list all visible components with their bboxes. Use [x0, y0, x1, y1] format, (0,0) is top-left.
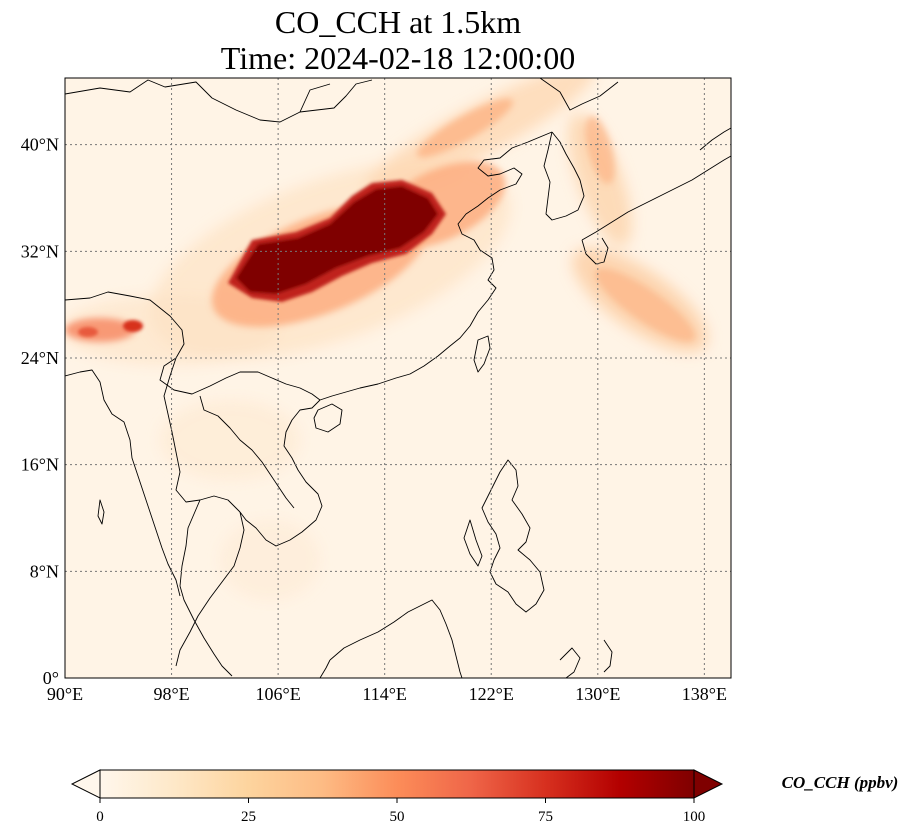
coastlines-borders	[65, 78, 731, 678]
colorbar: 0 25 50 75 100 CO_CCH (ppbv)	[70, 769, 899, 825]
longitude-tick-labels: 90°E 98°E 106°E 114°E 122°E 130°E 138°E	[47, 684, 727, 704]
map-frame	[64, 77, 732, 679]
lat-tick-label: 24°N	[21, 348, 59, 368]
lon-tick-label: 122°E	[469, 684, 514, 704]
colorbar-tick-label: 0	[96, 809, 104, 825]
colorbar-extend-low	[70, 769, 101, 799]
colorbar-ticks: 0 25 50 75 100	[96, 798, 705, 825]
colorbar-tick-label: 50	[390, 809, 405, 825]
colorbar-gradient	[99, 769, 695, 799]
map-title: CO_CCH at 1.5km	[274, 4, 522, 40]
lon-tick-label: 130°E	[575, 684, 620, 704]
colorbar-extend-high	[693, 769, 724, 799]
lat-tick-label: 16°N	[21, 455, 59, 475]
colorbar-tick-label: 25	[241, 809, 256, 825]
lon-tick-label: 90°E	[47, 684, 83, 704]
plume-strong	[78, 180, 446, 337]
colorbar-tick-label: 75	[538, 809, 553, 825]
latitude-tick-labels: 0° 8°N 16°N 24°N 32°N 40°N	[21, 135, 59, 688]
map-time-subtitle: Time: 2024-02-18 12:00:00	[220, 40, 576, 76]
lat-tick-label: 40°N	[21, 135, 59, 155]
lat-tick-label: 8°N	[30, 561, 59, 581]
colorbar-tick-label: 100	[683, 809, 706, 825]
colorbar-label: CO_CCH (ppbv)	[782, 773, 899, 792]
lon-tick-label: 106°E	[256, 684, 301, 704]
lon-tick-label: 98°E	[153, 684, 189, 704]
map-gridlines	[65, 78, 731, 678]
lon-tick-label: 138°E	[682, 684, 727, 704]
concentration-field	[65, 78, 708, 600]
lat-tick-label: 32°N	[21, 241, 59, 261]
lat-tick-label: 0°	[43, 668, 59, 688]
lon-tick-label: 114°E	[362, 684, 407, 704]
map-panel	[64, 77, 732, 679]
